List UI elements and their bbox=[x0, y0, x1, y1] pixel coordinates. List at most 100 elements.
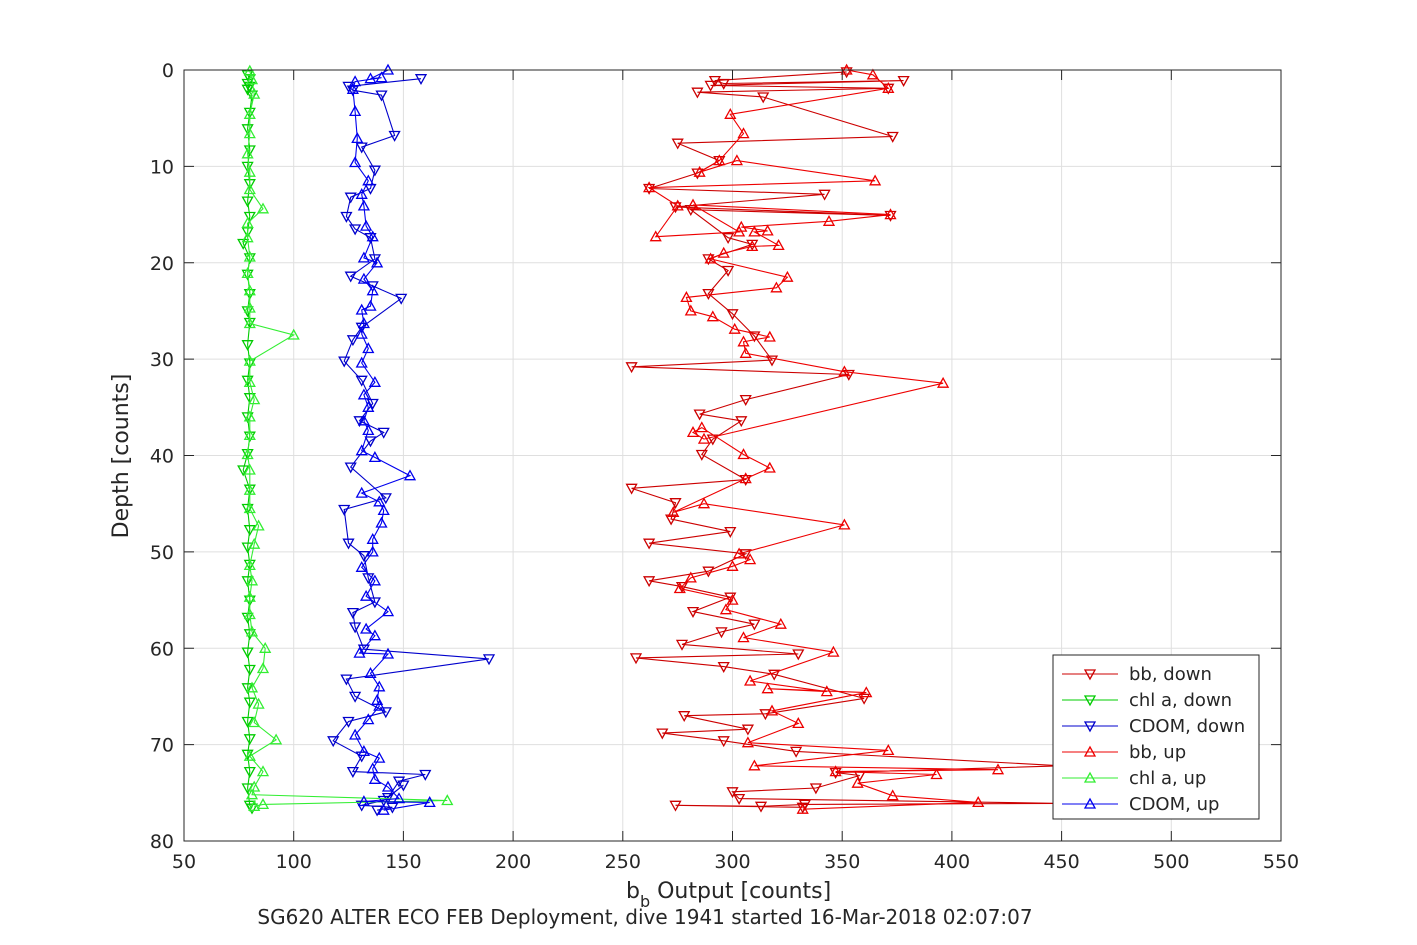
data-point-cdom-up bbox=[362, 400, 375, 412]
data-point-cdom-up bbox=[392, 792, 406, 804]
data-point-bb-up bbox=[838, 518, 851, 530]
data-point-bb-up bbox=[739, 346, 752, 358]
data-point-cdom-up bbox=[375, 516, 388, 528]
data-point-chl-a-down bbox=[241, 576, 254, 588]
x-tick-label: 500 bbox=[1153, 851, 1189, 873]
data-point-cdom-down bbox=[377, 795, 390, 807]
y-tick-label: 50 bbox=[150, 542, 174, 564]
data-point-cdom-down bbox=[340, 674, 353, 686]
data-point-bb-down bbox=[642, 538, 656, 550]
data-point-cdom-up bbox=[366, 230, 379, 242]
data-point-bb-up bbox=[761, 682, 774, 694]
data-point-bb-up bbox=[792, 717, 805, 729]
data-point-cdom-down bbox=[353, 416, 366, 428]
data-point-cdom-up bbox=[362, 713, 375, 725]
data-point-chl-a-up bbox=[248, 393, 261, 405]
data-point-chl-a-up bbox=[248, 537, 261, 549]
data-point-bb-down bbox=[686, 606, 700, 618]
data-point-bb-down bbox=[789, 746, 803, 758]
data-point-chl-a-down bbox=[241, 683, 254, 695]
data-point-chl-a-down bbox=[241, 196, 254, 208]
data-point-chl-a-up bbox=[287, 328, 300, 340]
data-point-cdom-up bbox=[355, 327, 368, 339]
data-point-bb-down bbox=[765, 355, 779, 367]
data-point-chl-a-down bbox=[237, 465, 250, 477]
data-point-bb-up bbox=[680, 291, 693, 303]
data-point-cdom-down bbox=[338, 356, 351, 368]
legend-item-chl-a-down: chl a, down bbox=[1062, 690, 1232, 711]
data-point-chl-a-up bbox=[243, 559, 256, 571]
data-point-cdom-down bbox=[482, 654, 496, 666]
data-point-cdom-up bbox=[368, 451, 382, 463]
data-point-chl-a-down bbox=[243, 211, 256, 223]
data-point-chl-a-up bbox=[245, 625, 259, 637]
data-point-bb-up bbox=[724, 107, 737, 119]
data-point-bb-up bbox=[717, 246, 730, 258]
data-point-bb-down bbox=[669, 498, 682, 510]
data-point-cdom-up bbox=[348, 105, 362, 117]
data-point-cdom-up bbox=[403, 469, 417, 481]
data-point-cdom-down bbox=[414, 74, 428, 86]
data-point-bb-down bbox=[792, 649, 805, 661]
data-point-bb-up bbox=[827, 645, 840, 657]
data-point-bb-up bbox=[796, 802, 809, 814]
data-point-bb-down bbox=[695, 449, 708, 461]
data-point-chl-a-up bbox=[243, 608, 256, 620]
data-point-cdom-up bbox=[375, 71, 388, 83]
x-tick-label: 250 bbox=[605, 851, 641, 873]
legend-item-cdom-down: CDOM, down bbox=[1062, 716, 1245, 737]
data-point-chl-a-up bbox=[256, 798, 270, 810]
y-tick-label: 0 bbox=[162, 60, 174, 82]
data-point-bb-down bbox=[735, 416, 748, 428]
data-point-bb-down bbox=[656, 728, 669, 740]
data-point-bb-up bbox=[693, 165, 706, 177]
data-point-cdom-up bbox=[348, 156, 362, 168]
data-point-bb-down bbox=[726, 309, 739, 321]
data-point-bb-down bbox=[741, 724, 755, 736]
data-point-cdom-down bbox=[346, 607, 360, 619]
data-point-bb-up bbox=[695, 421, 708, 433]
data-point-cdom-up bbox=[373, 751, 386, 763]
legend-label-cdom-down: CDOM, down bbox=[1129, 716, 1245, 737]
data-point-bb-up bbox=[936, 376, 950, 388]
data-point-cdom-up bbox=[366, 545, 379, 557]
x-tick-label: 150 bbox=[385, 851, 421, 873]
x-tick-label: 450 bbox=[1043, 851, 1079, 873]
data-point-cdom-down bbox=[381, 792, 395, 804]
legend-item-chl-a-up: chl a, up bbox=[1062, 768, 1206, 789]
data-point-chl-a-up bbox=[243, 301, 256, 313]
data-point-bb-up bbox=[763, 461, 776, 473]
data-point-bb-up bbox=[737, 335, 750, 347]
data-point-cdom-up bbox=[357, 795, 371, 807]
legend-label-chl-a-up: chl a, up bbox=[1129, 768, 1206, 789]
data-point-bb-down bbox=[684, 205, 697, 217]
legend-items: bb, down chl a, down CDOM, down bb, up chl a… bbox=[1062, 664, 1245, 815]
data-point-cdom-down bbox=[348, 224, 362, 236]
data-point-cdom-down bbox=[338, 504, 351, 516]
data-point-chl-a-down bbox=[243, 697, 256, 709]
data-point-chl-a-up bbox=[241, 231, 254, 243]
data-point-bb-down bbox=[754, 801, 768, 813]
data-point-cdom-up bbox=[377, 803, 390, 815]
data-point-bb-up bbox=[667, 506, 680, 518]
data-point-bb-up bbox=[781, 270, 794, 282]
data-point-bb-up bbox=[772, 239, 785, 251]
data-point-bb-down bbox=[809, 783, 823, 795]
legend-marker-chl-a-down bbox=[1083, 695, 1097, 707]
data-point-bb-up bbox=[741, 736, 755, 748]
data-point-cdom-up bbox=[348, 728, 362, 740]
data-point-chl-a-up bbox=[243, 127, 256, 139]
data-point-bb-down bbox=[629, 653, 643, 665]
series-line-cdom-up bbox=[352, 69, 430, 811]
y-tick-label: 10 bbox=[150, 156, 174, 178]
data-point-cdom-down bbox=[342, 716, 355, 728]
data-point-chl-a-down bbox=[241, 647, 254, 659]
data-point-bb-up bbox=[765, 704, 779, 716]
data-point-bb-down bbox=[704, 80, 717, 92]
data-point-bb-down bbox=[717, 78, 730, 90]
data-point-cdom-down bbox=[346, 335, 360, 347]
data-point-cdom-up bbox=[346, 82, 360, 94]
data-point-bb-up bbox=[726, 593, 739, 605]
data-point-chl-a-up bbox=[243, 375, 256, 387]
series-group bbox=[237, 63, 1068, 817]
